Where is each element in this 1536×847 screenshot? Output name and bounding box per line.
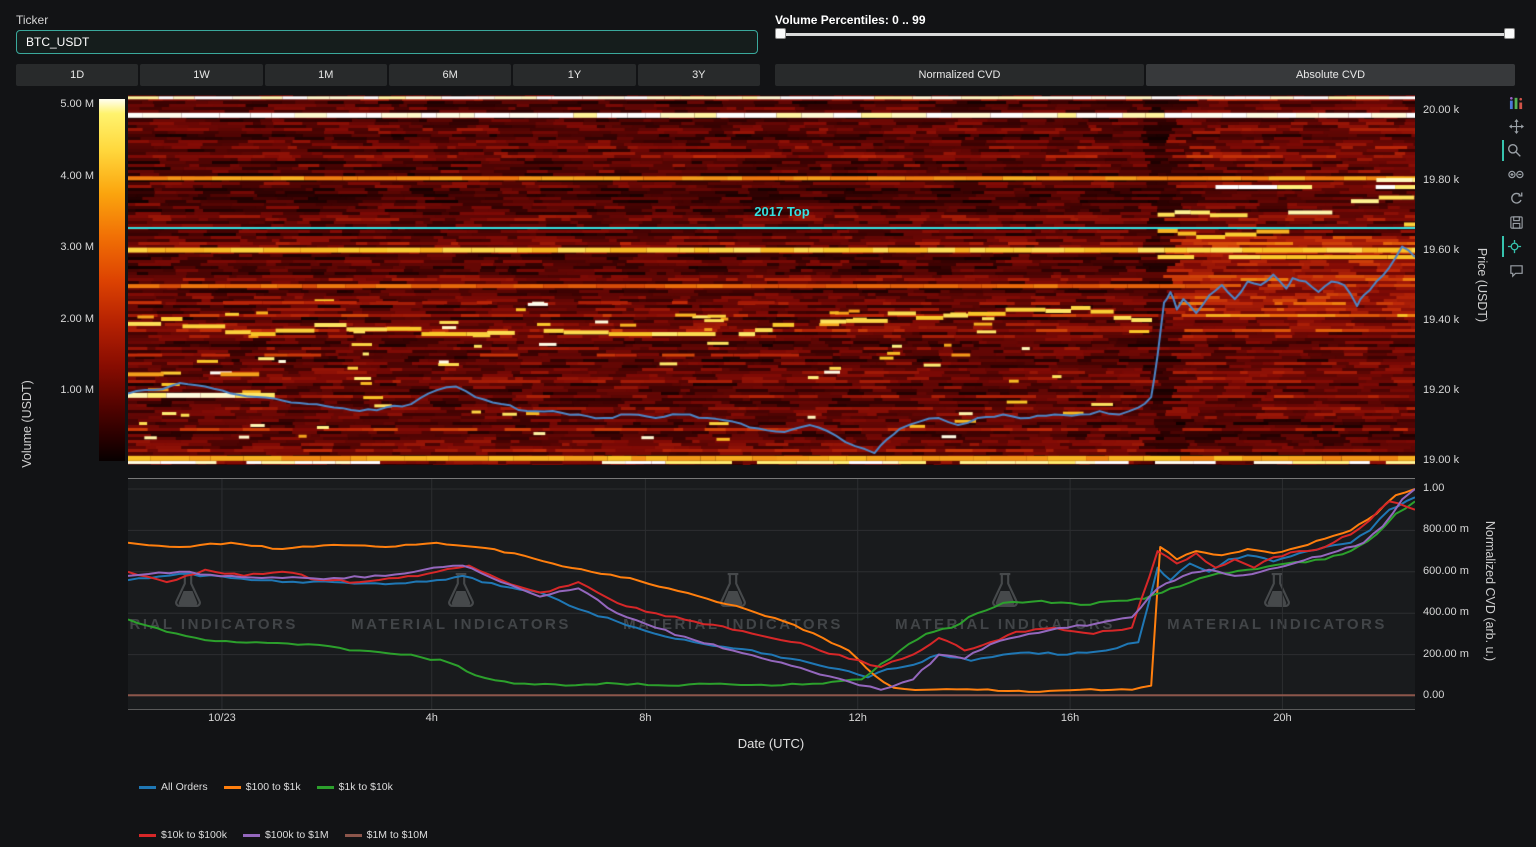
legend-item[interactable]: $10k to $100k [139,829,227,841]
tick-label: 2.00 M [38,313,94,325]
legend-swatch [139,786,156,789]
plotly-logo-icon[interactable] [1506,92,1526,113]
liquidity-heatmap-canvas[interactable] [128,95,1415,465]
timeframe-3y-button[interactable]: 3Y [638,64,760,86]
plotly-modebar [1506,92,1526,281]
price-axis-title: Price (USDT) [1475,248,1489,322]
legend-label: $100 to $1k [246,781,301,793]
timeframe-6m-button[interactable]: 6M [389,64,511,86]
tick-label: 19.00 k [1423,454,1459,466]
volume-colorbar [99,99,125,461]
tick-label: 19.40 k [1423,314,1459,326]
pan-icon[interactable] [1506,116,1526,137]
normalized-cvd-button[interactable]: Normalized CVD [775,64,1144,86]
tick-label: 3.00 M [38,241,94,253]
absolute-cvd-button[interactable]: Absolute CVD [1146,64,1515,86]
tick-label: 0.00 [1423,689,1444,701]
tick-label: 800.00 m [1423,523,1469,535]
tick-label: 12h [828,712,888,724]
timeframe-1m-button[interactable]: 1M [265,64,387,86]
legend-label: $10k to $100k [161,829,227,841]
legend-swatch [139,834,156,837]
legend-label: $100k to $1M [265,829,329,841]
timeframe-1d-button[interactable]: 1D [16,64,138,86]
tick-label: 600.00 m [1423,565,1469,577]
volume-percentiles-slider[interactable] [775,27,1515,41]
legend-swatch [345,834,362,837]
comment-icon[interactable] [1506,260,1526,281]
tick-label: 400.00 m [1423,606,1469,618]
legend-item[interactable]: All Orders [139,781,208,793]
save-icon[interactable] [1506,212,1526,233]
volume-percentiles-label: Volume Percentiles: 0 .. 99 [775,13,926,27]
cvd-axis-title: Normalized CVD (arb. u.) [1483,521,1497,661]
tick-label: 200.00 m [1423,648,1469,660]
volume-axis-title: Volume (USDT) [20,380,34,468]
legend-label: All Orders [161,781,208,793]
tick-label: 4h [402,712,462,724]
legend-swatch [243,834,260,837]
tick-label: 20h [1252,712,1312,724]
timeframe-1w-button[interactable]: 1W [140,64,262,86]
slider-handle-max[interactable] [1504,28,1515,39]
tick-label: 20.00 k [1423,104,1459,116]
firecharts-app: Ticker Volume Percentiles: 0 .. 99 1D 1W… [0,0,1536,847]
tick-label: 8h [615,712,675,724]
ticker-input[interactable] [16,30,758,54]
tick-label: 1.00 M [38,384,94,396]
legend-item[interactable]: $1k to $10k [317,781,393,793]
tick-label: 1.00 [1423,482,1444,494]
cvd-mode-button-row: Normalized CVD Absolute CVD [775,64,1515,86]
legend-swatch [224,786,241,789]
legend-swatch [317,786,334,789]
crosshair-icon[interactable] [1502,236,1522,257]
timeframe-button-row: 1D 1W 1M 6M 1Y 3Y [16,64,760,86]
ticker-label: Ticker [16,13,48,27]
legend-item[interactable]: $1M to $10M [345,829,428,841]
slider-handle-min[interactable] [775,28,786,39]
legend-item[interactable]: $100k to $1M [243,829,329,841]
legend-row-1: All Orders $100 to $1k $1k to $10k [139,781,393,793]
tick-label: 19.60 k [1423,244,1459,256]
timeframe-1y-button[interactable]: 1Y [513,64,635,86]
slider-track [779,33,1511,36]
tick-label: 4.00 M [38,170,94,182]
tick-label: 10/23 [192,712,252,724]
legend-item[interactable]: $100 to $1k [224,781,301,793]
autoscale-icon[interactable] [1506,188,1526,209]
box-zoom-icon[interactable] [1502,140,1522,161]
tick-label: 16h [1040,712,1100,724]
tick-label: 5.00 M [38,98,94,110]
tick-label: 19.80 k [1423,174,1459,186]
legend-label: $1M to $10M [367,829,428,841]
legend-label: $1k to $10k [339,781,393,793]
date-axis-title: Date (UTC) [738,736,804,751]
legend-row-2: $10k to $100k $100k to $1M $1M to $10M [139,829,428,841]
annotation-2017-top: 2017 Top [716,204,848,219]
tick-label: 19.20 k [1423,384,1459,396]
zoom-in-out-icon[interactable] [1506,164,1526,185]
cvd-lines-plot[interactable] [128,479,1415,709]
cvd-chart-area[interactable]: MATERIAL INDICATORSMATERIAL INDICATORSMA… [128,478,1415,710]
